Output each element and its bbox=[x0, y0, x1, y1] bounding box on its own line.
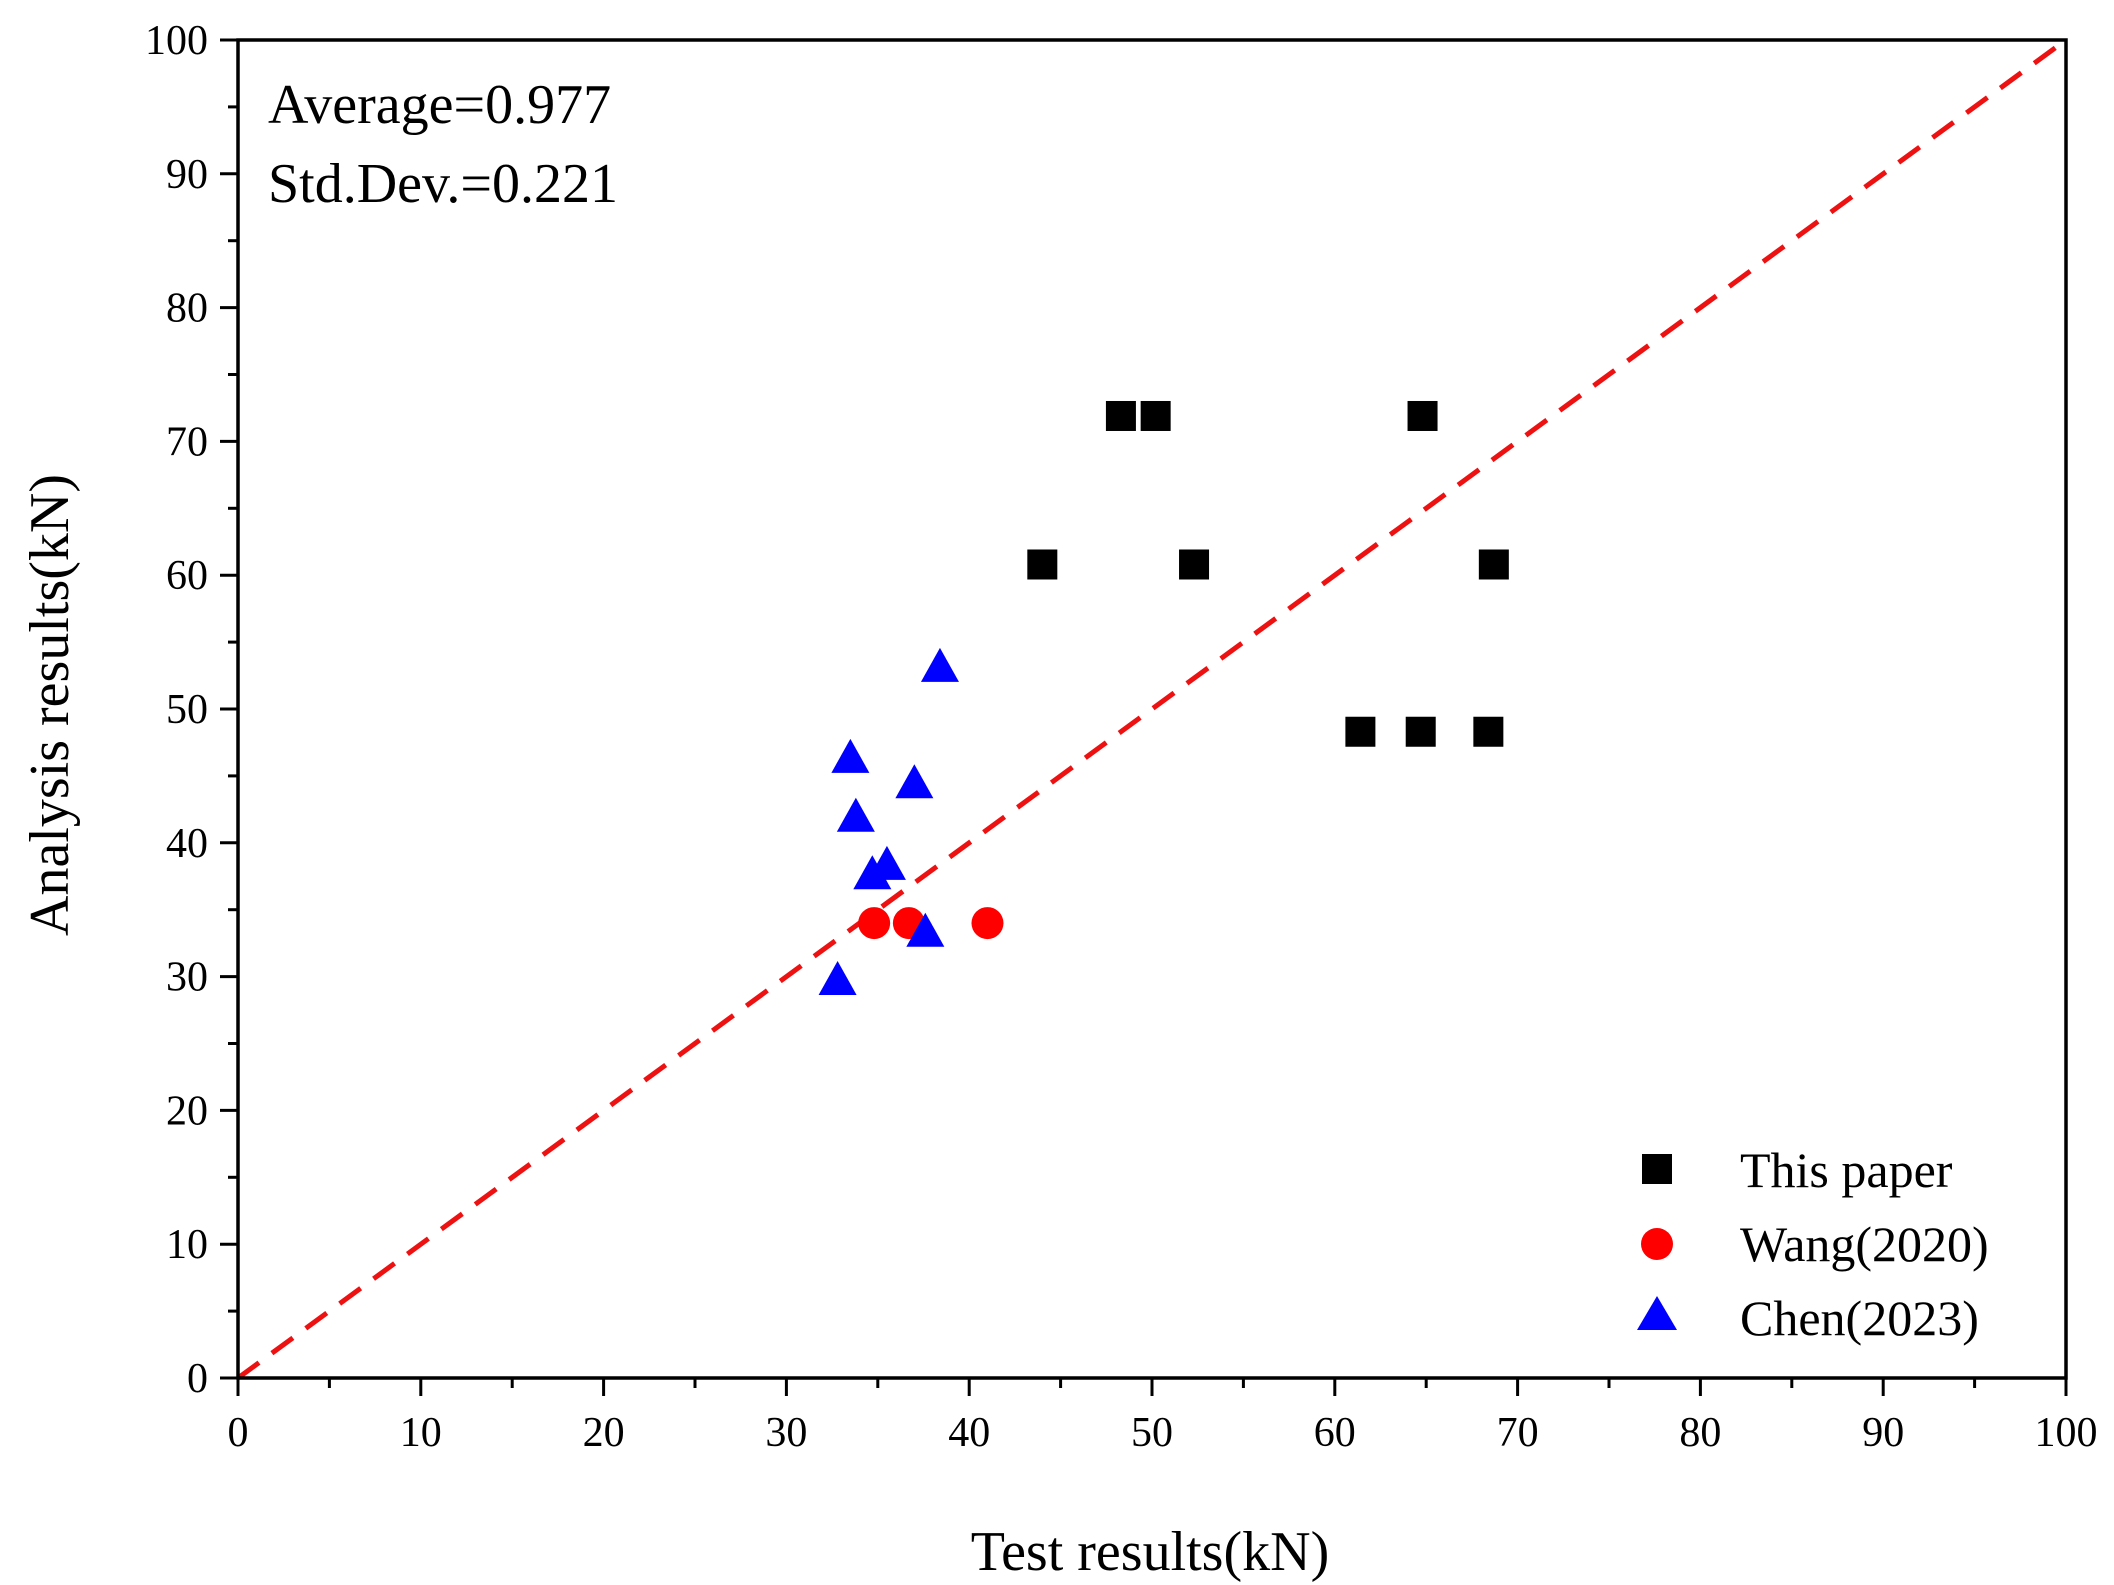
y-tick-label: 100 bbox=[145, 18, 208, 64]
legend: This paper Wang(2020) Chen(2023) bbox=[1637, 1142, 1989, 1346]
x-tick-label: 10 bbox=[400, 1410, 442, 1456]
x-tick-label: 0 bbox=[228, 1410, 249, 1456]
y-tick-label: 90 bbox=[166, 152, 208, 198]
y-tick-label: 30 bbox=[166, 955, 208, 1001]
this-paper-point bbox=[1407, 400, 1438, 431]
x-tick-label: 50 bbox=[1131, 1410, 1173, 1456]
chen-2023-point bbox=[836, 797, 875, 832]
tick-labels: 0 10 20 30 40 50 60 70 80 90 100 0 10 20 30 40 50 60 70 80 9… bbox=[145, 18, 2098, 1456]
chen-2023-point bbox=[853, 855, 892, 890]
legend-square-marker bbox=[1642, 1154, 1672, 1184]
y-tick-label: 80 bbox=[166, 286, 208, 332]
this-paper-point bbox=[1473, 716, 1504, 747]
x-tick-label: 90 bbox=[1862, 1410, 1904, 1456]
chen-2023-point bbox=[818, 960, 857, 995]
this-paper-point bbox=[1179, 549, 1210, 580]
y-tick-label: 70 bbox=[166, 419, 208, 465]
this-paper-point bbox=[1405, 716, 1436, 747]
legend-triangle-marker bbox=[1637, 1296, 1677, 1330]
legend-label-wang: Wang(2020) bbox=[1740, 1216, 1989, 1272]
this-paper-point bbox=[1027, 549, 1058, 580]
y-tick-label: 20 bbox=[166, 1088, 208, 1134]
this-paper-point bbox=[1105, 400, 1136, 431]
wang-2020-point bbox=[858, 907, 891, 940]
legend-circle-marker bbox=[1641, 1228, 1673, 1260]
x-tick-label: 40 bbox=[948, 1410, 990, 1456]
y-tick-label: 10 bbox=[166, 1222, 208, 1268]
legend-label-chen: Chen(2023) bbox=[1740, 1290, 1979, 1346]
wang-2020-point bbox=[971, 907, 1004, 940]
chen-2023-point bbox=[906, 912, 945, 947]
y-tick-label: 50 bbox=[166, 687, 208, 733]
legend-label-this-paper: This paper bbox=[1740, 1142, 1953, 1198]
y-tick-label: 0 bbox=[187, 1356, 208, 1402]
chen-2023-point bbox=[920, 647, 959, 682]
y-tick-label: 60 bbox=[166, 553, 208, 599]
y-axis-title: Analysis results(kN) bbox=[19, 474, 81, 936]
chen-2023-point bbox=[831, 738, 870, 773]
x-tick-label: 60 bbox=[1314, 1410, 1356, 1456]
average-annotation: Average=0.977 bbox=[268, 74, 611, 136]
this-paper-point bbox=[1478, 549, 1509, 580]
chen-2023-point bbox=[895, 764, 934, 799]
x-axis-title: Test results(kN) bbox=[971, 1521, 1329, 1583]
x-tick-label: 30 bbox=[765, 1410, 807, 1456]
y-tick-label: 40 bbox=[166, 821, 208, 867]
plot-area-frame bbox=[236, 38, 2068, 1380]
this-paper-point bbox=[1140, 400, 1171, 431]
data-markers bbox=[818, 400, 1509, 995]
std-dev-annotation: Std.Dev.=0.221 bbox=[268, 153, 618, 215]
x-tick-label: 80 bbox=[1679, 1410, 1721, 1456]
x-tick-label: 20 bbox=[583, 1410, 625, 1456]
x-tick-label: 100 bbox=[2035, 1410, 2098, 1456]
this-paper-point bbox=[1345, 716, 1376, 747]
x-tick-label: 70 bbox=[1497, 1410, 1539, 1456]
